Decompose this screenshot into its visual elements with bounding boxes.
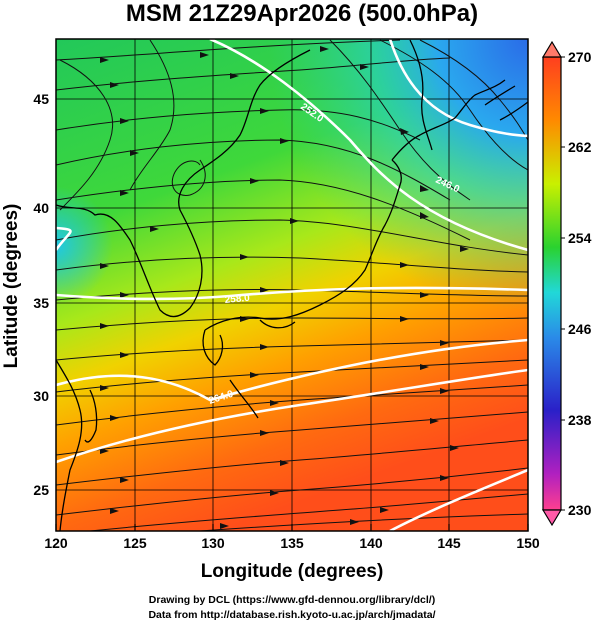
kyushu-coast <box>202 329 224 366</box>
x-tick-label: 130 <box>201 535 225 551</box>
hokkaido-coast <box>391 79 506 161</box>
colorbar-label: 270 <box>568 49 592 65</box>
map-plot-area: 252.0 246.0 258.0 264.0 <box>56 39 528 531</box>
contour-246 <box>388 39 528 138</box>
y-tick-label: 45 <box>33 91 49 107</box>
credit-data-source: Data from http://database.rish.kyoto-u.a… <box>148 609 435 621</box>
contour-lines <box>56 39 528 531</box>
china-south-coast <box>56 359 83 531</box>
x-tick-label: 135 <box>280 535 304 551</box>
contour-252 <box>209 39 528 252</box>
wind-arrowheads <box>100 46 469 529</box>
x-tick-label: 150 <box>516 535 540 551</box>
colorbar-label: 246 <box>568 321 592 337</box>
coastlines <box>56 39 528 531</box>
wind-streamlines <box>56 39 528 531</box>
y-tick-label: 30 <box>33 388 49 404</box>
honshu-coast <box>204 159 402 331</box>
y-tick-label: 40 <box>33 200 49 216</box>
korea-china-coast <box>56 49 311 318</box>
x-tick-label: 145 <box>437 535 461 551</box>
y-tick-label: 25 <box>33 482 49 498</box>
x-tick-label: 125 <box>123 535 147 551</box>
ryukyu-islands <box>229 379 259 419</box>
colorbar: 270 262 254 246 238 230 <box>541 40 592 527</box>
map-grid <box>56 39 528 531</box>
colorbar-top-extend-triangle <box>541 40 563 58</box>
y-tick-label: 35 <box>33 295 49 311</box>
x-axis-label: Longitude (degrees) <box>201 561 384 582</box>
figure-title: MSM 21Z29Apr2026 (500.0hPa) <box>126 0 478 27</box>
x-tick-labels: 120 125 130 135 140 145 150 <box>44 535 540 551</box>
x-tick-label: 120 <box>44 535 68 551</box>
colorbar-label: 238 <box>568 412 592 428</box>
colorbar-gradient <box>542 56 562 511</box>
y-axis-label: Latitude (degrees) <box>1 204 22 369</box>
colorbar-label: 262 <box>568 139 592 155</box>
x-tick-label: 140 <box>359 535 383 551</box>
y-tick-labels: 25 30 35 40 45 <box>33 91 49 498</box>
colorbar-label: 230 <box>568 502 592 518</box>
taiwan-coast <box>84 389 98 443</box>
colorbar-label: 254 <box>568 230 592 246</box>
sakhalin-coast <box>409 39 433 151</box>
colorbar-bottom-extend-triangle <box>541 509 563 527</box>
kuril-islands <box>484 85 528 121</box>
x-tick-marks <box>55 524 529 531</box>
contour-label-258: 258.0 <box>224 293 250 306</box>
shikoku-coast <box>259 319 296 329</box>
credit-drawing: Drawing by DCL (https://www.gfd-dennou.o… <box>149 594 435 606</box>
contour-258 <box>56 286 528 301</box>
contour-264 <box>56 338 528 402</box>
